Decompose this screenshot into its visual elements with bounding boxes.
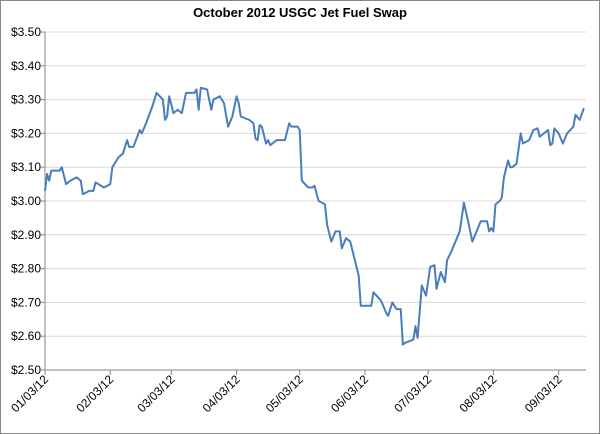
- data-line: [44, 86, 585, 346]
- y-tick-label: $2.60: [11, 329, 41, 343]
- y-tick-label: $3.10: [11, 160, 41, 174]
- y-tick-label: $3.00: [11, 194, 41, 208]
- y-tick-label: $3.30: [11, 93, 41, 107]
- y-tick-label: $2.90: [11, 228, 41, 242]
- y-tick-label: $2.80: [11, 262, 41, 276]
- y-tick-label: $2.70: [11, 295, 41, 309]
- chart-title: October 2012 USGC Jet Fuel Swap: [193, 5, 407, 20]
- y-tick-label: $3.50: [11, 25, 41, 39]
- y-tick-label: $2.50: [11, 363, 41, 377]
- y-tick-label: $3.20: [11, 126, 41, 140]
- y-tick-label: $3.40: [11, 59, 41, 73]
